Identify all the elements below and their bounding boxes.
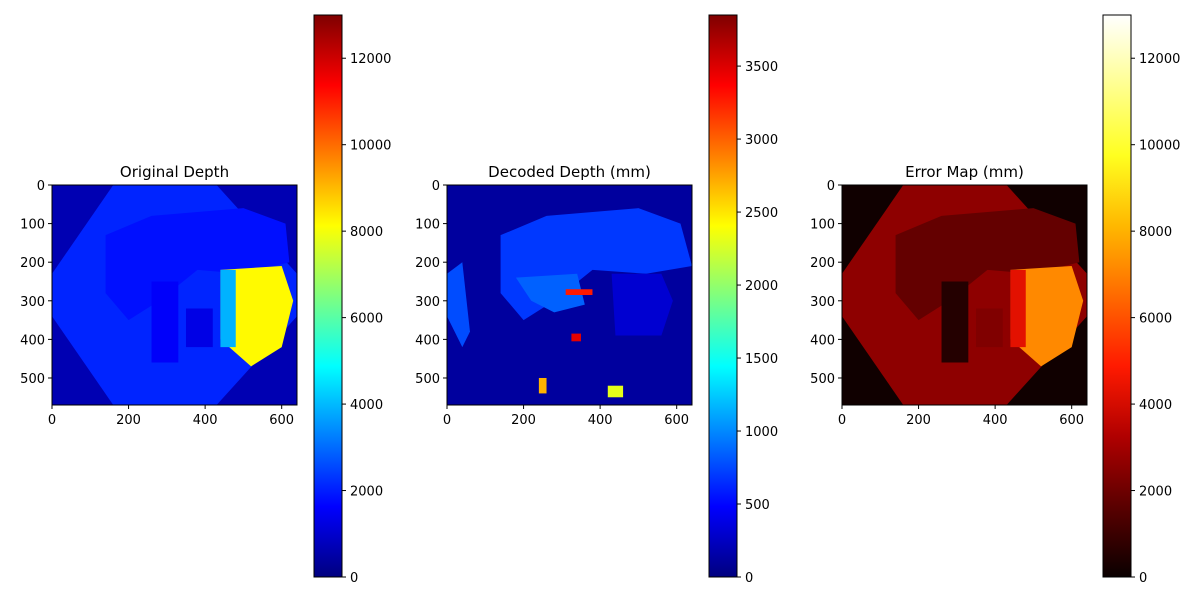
y-tick-label: 300 [20, 295, 45, 310]
y-tick-label: 500 [20, 372, 45, 387]
y-tick-label: 100 [20, 218, 45, 233]
colorbar-tick-label: 8000 [1139, 225, 1172, 240]
colorbar-tick-label: 0 [745, 571, 753, 586]
colorbar-tick-label: 10000 [350, 139, 391, 154]
heatmap-region [611, 273, 673, 336]
x-tick-label: 400 [588, 413, 613, 428]
heatmap-region [515, 273, 585, 313]
colorbar-tick-label: 4000 [1139, 398, 1172, 413]
heatmap-region [538, 377, 547, 394]
colorbar-tick-label: 12000 [350, 52, 391, 67]
colorbar-tick-label: 2500 [745, 206, 778, 221]
panel-title: Decoded Depth (mm) [488, 163, 651, 181]
heatmap-region [151, 281, 179, 363]
y-tick-label: 100 [810, 218, 835, 233]
y-tick-label: 400 [810, 333, 835, 348]
y-tick-label: 100 [415, 218, 440, 233]
y-tick-label: 0 [432, 179, 440, 194]
colorbar-tick-label: 500 [745, 498, 770, 513]
x-tick-label: 400 [983, 413, 1008, 428]
heatmap-image [52, 185, 297, 405]
colorbar-tick-label: 4000 [350, 398, 383, 413]
y-tick-label: 200 [810, 256, 835, 271]
colorbar [708, 14, 738, 578]
y-tick-label: 300 [810, 295, 835, 310]
y-tick-label: 500 [415, 372, 440, 387]
y-tick-label: 0 [37, 179, 45, 194]
heatmap-image [447, 185, 692, 405]
heatmap-region [1010, 266, 1084, 367]
x-tick-label: 200 [116, 413, 141, 428]
heatmap-region [220, 266, 294, 367]
y-tick-label: 200 [20, 256, 45, 271]
x-tick-label: 400 [193, 413, 218, 428]
colorbar-tick-label: 1000 [745, 425, 778, 440]
y-tick-label: 400 [415, 333, 440, 348]
colorbar-tick-label: 1500 [745, 352, 778, 367]
axes-frame [51, 184, 298, 406]
colorbar-tick-label: 6000 [1139, 312, 1172, 327]
panel-title: Original Depth [120, 163, 229, 181]
x-tick-label: 200 [906, 413, 931, 428]
colorbar-tick-label: 2000 [350, 485, 383, 500]
heatmap-region [571, 333, 581, 342]
heatmap-region [565, 289, 593, 295]
panel-title: Error Map (mm) [905, 163, 1024, 181]
colorbar-tick-label: 3500 [745, 60, 778, 75]
axes-frame [841, 184, 1088, 406]
heatmap-image [842, 185, 1087, 405]
colorbar-tick-label: 3000 [745, 133, 778, 148]
colorbar-tick-label: 2000 [745, 279, 778, 294]
heatmap-region [975, 308, 1003, 348]
colorbar-tick-label: 10000 [1139, 139, 1180, 154]
y-tick-label: 0 [827, 179, 835, 194]
colorbar-tick-label: 0 [350, 571, 358, 586]
colorbar-tick-label: 6000 [350, 312, 383, 327]
x-tick-label: 0 [443, 413, 451, 428]
colorbar-tick-label: 2000 [1139, 485, 1172, 500]
y-tick-label: 500 [810, 372, 835, 387]
x-tick-label: 600 [1059, 413, 1084, 428]
heatmap-region [941, 281, 969, 363]
x-tick-label: 0 [48, 413, 56, 428]
heatmap-region [1010, 269, 1026, 348]
colorbar-tick-label: 12000 [1139, 52, 1180, 67]
colorbar [1102, 14, 1132, 578]
y-tick-label: 400 [20, 333, 45, 348]
y-tick-label: 200 [415, 256, 440, 271]
colorbar [313, 14, 343, 578]
x-tick-label: 600 [269, 413, 294, 428]
axes-frame [446, 184, 693, 406]
heatmap-region [220, 269, 236, 348]
panel-3: Error Map (mm)0 200 400 6000100200300400500… [810, 14, 1180, 586]
heatmap-region [607, 385, 624, 398]
x-tick-label: 600 [664, 413, 689, 428]
panel-2: Decoded Depth (mm) 0 200 400 600 0 100 200 300 40… [415, 14, 778, 586]
y-tick-label: 300 [415, 295, 440, 310]
colorbar-tick-label: 0 [1139, 571, 1147, 586]
heatmap-region [185, 308, 213, 348]
colorbar-tick-label: 8000 [350, 225, 383, 240]
x-tick-label: 0 [838, 413, 846, 428]
x-tick-label: 200 [511, 413, 536, 428]
heatmap-region [447, 262, 470, 348]
